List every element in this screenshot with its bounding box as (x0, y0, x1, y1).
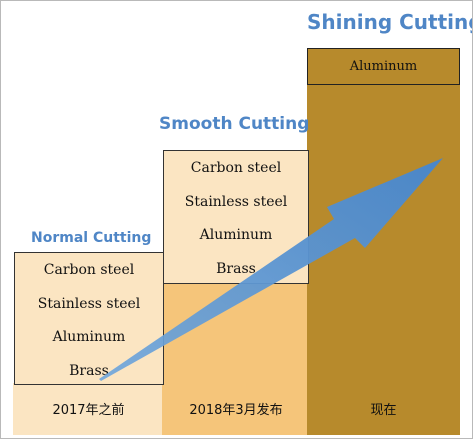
stage-title-shining: Shining Cutting (307, 10, 473, 34)
material-item: Stainless steel (184, 193, 288, 210)
materials-box-normal: Carbon steel Stainless steel Aluminum Br… (14, 252, 164, 385)
material-item: Stainless steel (37, 295, 141, 312)
stage-column-normal (13, 383, 164, 435)
period-label-smooth: 2018年3月发布 (189, 403, 283, 418)
materials-box-shining: Aluminum (307, 48, 460, 85)
material-item: Aluminum (52, 329, 126, 345)
material-item: Carbon steel (190, 160, 282, 176)
arrow-shape (99, 158, 443, 381)
stage-title-smooth: Smooth Cutting (159, 114, 310, 134)
material-item: Aluminum (349, 59, 418, 74)
period-label-normal: 2017年之前 (52, 403, 125, 418)
material-item: Aluminum (199, 227, 273, 243)
material-item: Brass (216, 260, 256, 277)
stage-column-shining (307, 84, 460, 435)
stage-title-normal: Normal Cutting (31, 230, 152, 246)
material-item: Carbon steel (43, 262, 135, 278)
period-label-shining: 现在 (370, 403, 397, 418)
material-item: Brass (69, 362, 109, 379)
stage-column-smooth (162, 284, 310, 435)
